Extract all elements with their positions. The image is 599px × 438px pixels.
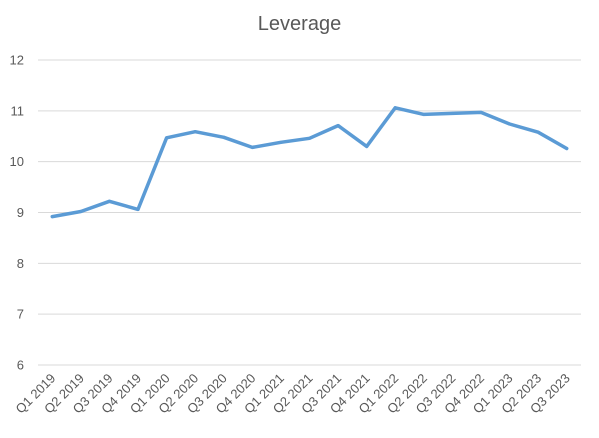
data-point	[308, 136, 311, 140]
data-point	[222, 135, 226, 139]
y-tick-label: 10	[10, 154, 24, 169]
data-point	[250, 145, 254, 149]
y-tick-label: 8	[17, 256, 24, 271]
data-point	[336, 124, 340, 128]
y-tick-label: 11	[11, 103, 25, 118]
data-point	[422, 112, 426, 116]
y-tick-label: 6	[17, 358, 24, 373]
data-point	[479, 110, 483, 114]
y-axis-ticks: 6 7 8 9 10 11 12	[10, 53, 24, 373]
data-point	[365, 144, 369, 148]
data-point	[393, 106, 397, 110]
series-layer	[50, 106, 569, 219]
data-point	[165, 136, 169, 140]
data-point	[107, 199, 111, 203]
data-point	[279, 140, 283, 144]
y-tick-label: 7	[17, 307, 24, 322]
series-line-0	[50, 106, 569, 219]
data-point	[79, 209, 83, 213]
data-point	[450, 111, 454, 115]
gridlines	[38, 59, 581, 366]
data-point	[193, 130, 197, 134]
data-point	[565, 146, 569, 150]
data-point	[536, 130, 540, 134]
data-point	[50, 215, 54, 219]
y-tick-label: 12	[10, 53, 24, 68]
y-tick-label: 9	[17, 205, 24, 220]
chart-title: Leverage	[257, 13, 342, 35]
data-point	[508, 122, 512, 126]
data-point	[136, 207, 140, 211]
